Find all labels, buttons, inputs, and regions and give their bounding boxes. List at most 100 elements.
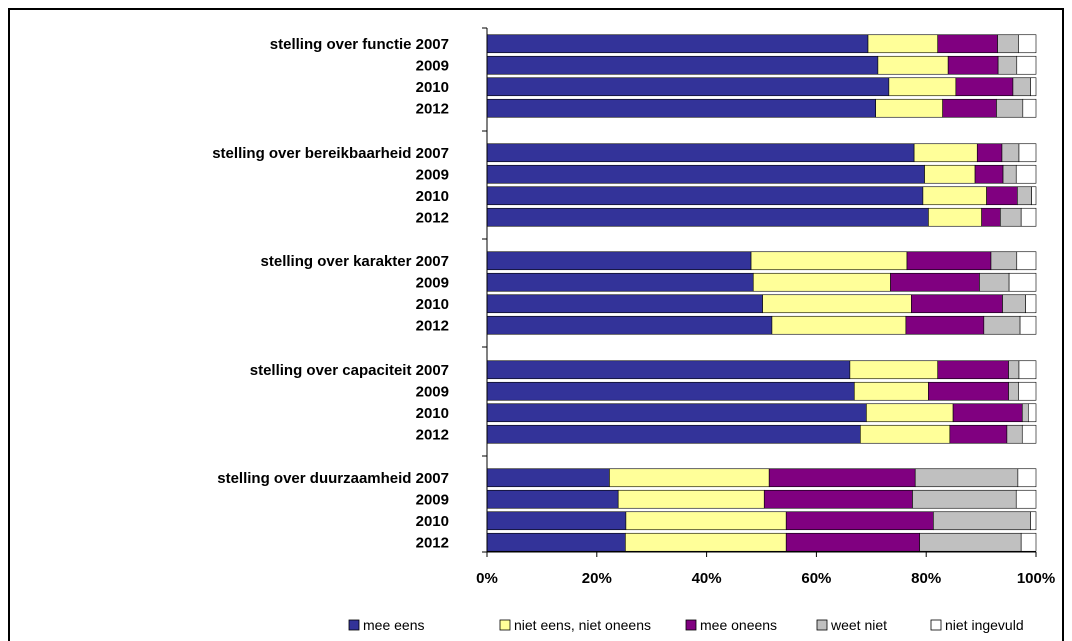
bar-segment-weet-niet-row-0 — [997, 34, 1019, 54]
bar-segment-mee-eens-row-19 — [486, 532, 626, 552]
bar-segment-mee-eens-row-7 — [486, 207, 929, 227]
bar-segment-mee-eens-row-13 — [486, 381, 855, 401]
bar-segment-weet-niet-row-3 — [996, 98, 1024, 118]
bar-segment-mee-eens-row-3 — [486, 98, 876, 118]
bar-segment-weet-niet-row-19 — [919, 532, 1022, 552]
category-label-16: stelling over duurzaamheid 2007 — [217, 470, 449, 487]
bar-segment-mee-eens-row-11 — [486, 315, 773, 335]
category-label-10: 2010 — [416, 296, 449, 313]
bar-segment-niet-ingevuld-row-5 — [1015, 164, 1037, 184]
bar-segment-mee-oneens-row-19 — [785, 532, 920, 552]
bar-segment-weet-niet-row-5 — [1002, 164, 1017, 184]
bar-segment-weet-niet-row-11 — [983, 315, 1021, 335]
bar-segment-niet-eens-niet-oneens-row-1 — [877, 55, 949, 75]
bar-segment-mee-oneens-row-5 — [974, 164, 1004, 184]
category-label-8: stelling over karakter 2007 — [261, 253, 449, 270]
bar-segment-mee-eens-row-4 — [486, 143, 915, 163]
bar-segment-niet-ingevuld-row-9 — [1008, 272, 1037, 292]
bars-group — [486, 34, 1037, 552]
legend-swatch-1 — [499, 619, 511, 631]
bar-segment-niet-eens-niet-oneens-row-17 — [617, 489, 765, 509]
legend-swatch-0 — [348, 619, 360, 631]
bar-segment-weet-niet-row-10 — [1002, 294, 1026, 314]
bar-segment-niet-ingevuld-row-4 — [1018, 143, 1037, 163]
bar-segment-niet-eens-niet-oneens-row-8 — [750, 251, 908, 271]
category-label-14: 2010 — [416, 405, 449, 422]
bar-segment-mee-oneens-row-2 — [955, 77, 1014, 97]
legend-label-0: mee eens — [363, 617, 424, 633]
bar-segment-weet-niet-row-9 — [979, 272, 1010, 292]
bar-segment-niet-eens-niet-oneens-row-3 — [875, 98, 943, 118]
bar-segment-mee-eens-row-16 — [486, 468, 610, 488]
bar-segment-mee-oneens-row-0 — [937, 34, 998, 54]
bar-segment-mee-eens-row-15 — [486, 424, 861, 444]
legend-swatch-3 — [816, 619, 828, 631]
bar-segment-weet-niet-row-4 — [1001, 143, 1020, 163]
category-label-2: 2010 — [416, 79, 449, 96]
bar-segment-weet-niet-row-14 — [1021, 403, 1029, 423]
bar-segment-weet-niet-row-6 — [1017, 186, 1032, 206]
bar-segment-niet-ingevuld-row-11 — [1019, 315, 1037, 335]
axes-group — [482, 27, 1036, 553]
bar-segment-niet-eens-niet-oneens-row-12 — [849, 360, 939, 380]
bar-segment-mee-oneens-row-18 — [785, 511, 934, 531]
bar-segment-niet-eens-niet-oneens-row-18 — [625, 511, 787, 531]
bar-segment-niet-ingevuld-row-18 — [1030, 511, 1037, 531]
bar-segment-mee-eens-row-14 — [486, 403, 867, 423]
bar-segment-niet-ingevuld-row-19 — [1020, 532, 1037, 552]
x-tick-labels: 0% 20% 40% 60% 80% 100% — [476, 552, 1055, 587]
bar-segment-niet-eens-niet-oneens-row-0 — [867, 34, 939, 54]
bar-segment-niet-ingevuld-row-2 — [1030, 77, 1037, 97]
bar-segment-niet-eens-niet-oneens-row-7 — [928, 207, 982, 227]
bar-segment-niet-eens-niet-oneens-row-13 — [853, 381, 929, 401]
bar-segment-mee-oneens-row-7 — [981, 207, 1001, 227]
bar-segment-mee-eens-row-8 — [486, 251, 752, 271]
bar-segment-weet-niet-row-1 — [997, 55, 1018, 75]
legend-label-2: mee oneens — [700, 617, 777, 633]
bar-segment-mee-oneens-row-9 — [890, 272, 980, 292]
bar-segment-niet-ingevuld-row-8 — [1016, 251, 1037, 271]
bar-segment-mee-oneens-row-10 — [911, 294, 1003, 314]
bar-segment-niet-eens-niet-oneens-row-6 — [922, 186, 987, 206]
category-label-19: 2012 — [416, 534, 449, 551]
bar-segment-mee-oneens-row-8 — [906, 251, 992, 271]
category-label-12: stelling over capaciteit 2007 — [250, 362, 449, 379]
category-label-17: 2009 — [416, 491, 449, 508]
bar-segment-weet-niet-row-7 — [1000, 207, 1022, 227]
bar-segment-mee-oneens-row-3 — [942, 98, 997, 118]
category-label-13: 2009 — [416, 383, 449, 400]
bar-segment-mee-oneens-row-16 — [768, 468, 916, 488]
bar-segment-niet-ingevuld-row-12 — [1018, 360, 1037, 380]
category-label-11: 2012 — [416, 317, 449, 334]
legend-swatch-4 — [930, 619, 942, 631]
legend-swatch-2 — [685, 619, 697, 631]
legend-label-3: weet niet — [830, 617, 887, 633]
category-label-18: 2010 — [416, 513, 449, 530]
chart-frame — [8, 8, 1064, 641]
bar-segment-weet-niet-row-18 — [933, 511, 1031, 531]
bar-segment-mee-eens-row-2 — [486, 77, 890, 97]
legend-label-1: niet eens, niet oneens — [514, 617, 651, 633]
bar-segment-weet-niet-row-17 — [912, 489, 1017, 509]
x-tick-label-0: 0% — [476, 570, 498, 587]
bar-segment-mee-oneens-row-13 — [928, 381, 1009, 401]
bar-segment-niet-eens-niet-oneens-row-10 — [762, 294, 912, 314]
category-label-15: 2012 — [416, 426, 449, 443]
bar-segment-niet-ingevuld-row-15 — [1021, 424, 1037, 444]
legend-label-4: niet ingevuld — [945, 617, 1024, 633]
bar-segment-weet-niet-row-16 — [914, 468, 1019, 488]
bar-segment-mee-oneens-row-15 — [949, 424, 1008, 444]
bar-segment-niet-ingevuld-row-14 — [1028, 403, 1037, 423]
bar-segment-niet-ingevuld-row-17 — [1015, 489, 1037, 509]
bar-segment-niet-ingevuld-row-1 — [1016, 55, 1037, 75]
bar-segment-weet-niet-row-8 — [990, 251, 1018, 271]
bar-segment-niet-eens-niet-oneens-row-4 — [913, 143, 978, 163]
x-tick-label-1: 20% — [582, 570, 612, 587]
category-label-6: 2010 — [416, 188, 449, 205]
bar-segment-mee-eens-row-0 — [486, 34, 869, 54]
bar-segment-mee-oneens-row-4 — [976, 143, 1003, 163]
x-tick-label-3: 60% — [801, 570, 831, 587]
bar-segment-weet-niet-row-13 — [1008, 381, 1019, 401]
bar-segment-niet-ingevuld-row-13 — [1018, 381, 1037, 401]
